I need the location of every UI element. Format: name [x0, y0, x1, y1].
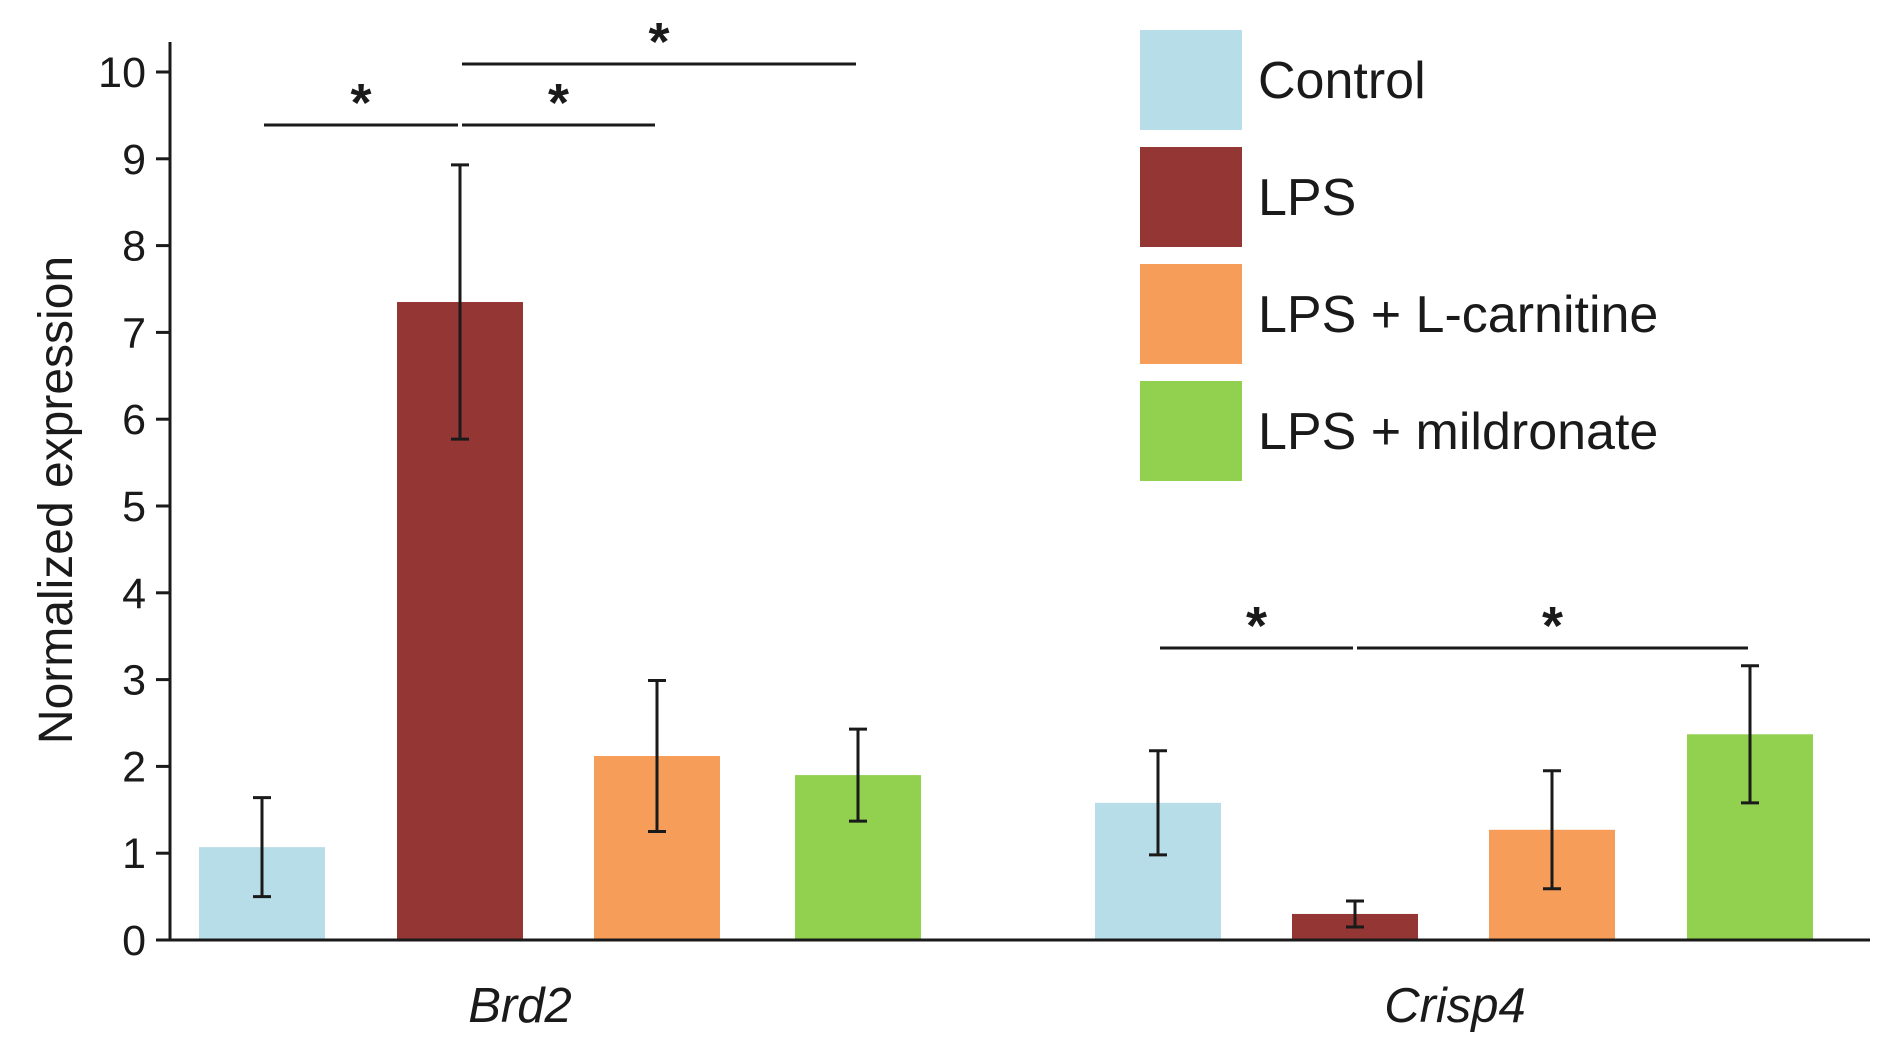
legend-label: LPS + L-carnitine [1258, 286, 1658, 344]
legend-swatch [1140, 30, 1242, 130]
category-label: Crisp4 [1384, 979, 1526, 1033]
legend-label: LPS [1258, 169, 1356, 227]
legend-swatch [1140, 381, 1242, 481]
legend-swatch [1140, 147, 1242, 247]
y-tick-label: 9 [122, 136, 146, 184]
legend-label: LPS + mildronate [1258, 403, 1658, 461]
significance-star: * [648, 12, 669, 72]
legend-swatch [1140, 264, 1242, 364]
y-ticks: 0 1 2 3 4 5 6 7 8 9 10 [98, 49, 170, 965]
y-tick-label: 10 [98, 49, 146, 97]
significance-markers: * * * * * [264, 12, 1748, 656]
y-tick-label: 8 [122, 223, 146, 271]
y-tick-label: 2 [122, 743, 146, 791]
bars [199, 302, 1813, 940]
y-tick-label: 7 [122, 309, 146, 357]
axes [168, 42, 1870, 942]
legend-label: Control [1258, 52, 1426, 110]
y-tick-label: 5 [122, 483, 146, 531]
category-label: Brd2 [468, 979, 572, 1033]
y-axis-label: Normalized expression [30, 256, 83, 744]
significance-star: * [548, 73, 569, 133]
y-tick-label: 0 [122, 917, 146, 965]
significance-star: * [1246, 596, 1267, 656]
y-tick-label: 4 [122, 570, 146, 618]
error-bars [253, 163, 1759, 929]
y-tick-label: 6 [122, 396, 146, 444]
legend: Control LPS LPS + L-carnitine LPS + mildron… [1140, 30, 1658, 481]
significance-star: * [350, 73, 371, 133]
y-tick-label: 3 [122, 657, 146, 705]
significance-star: * [1542, 596, 1563, 656]
y-tick-label: 1 [122, 830, 146, 878]
category-labels: Brd2 Crisp4 [468, 979, 1526, 1033]
